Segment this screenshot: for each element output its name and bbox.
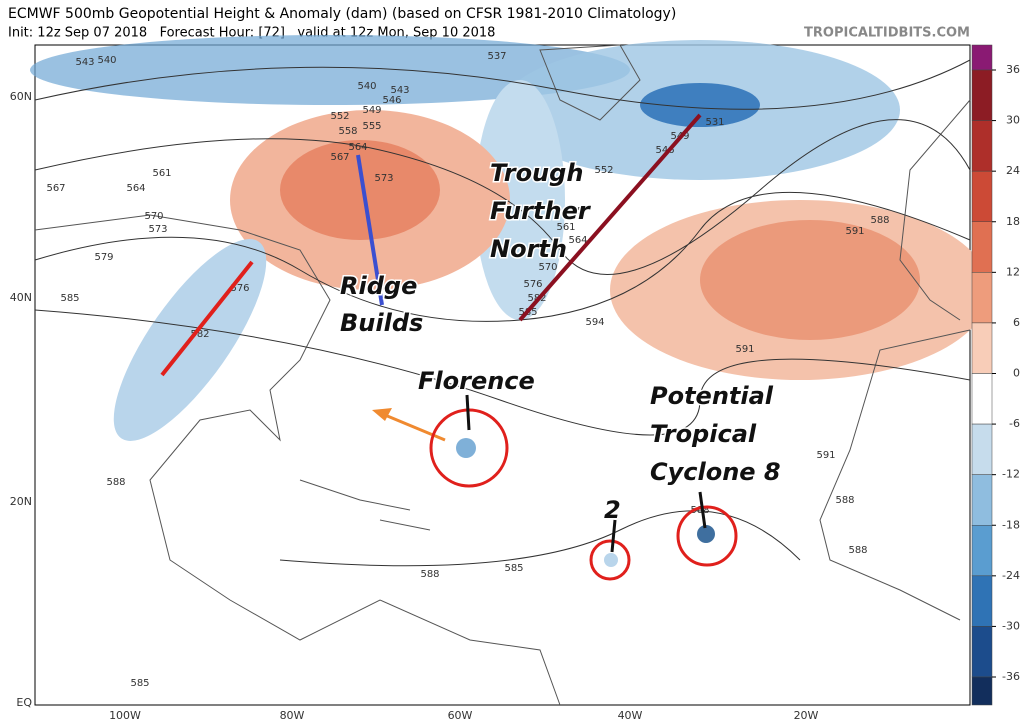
annotation: Builds bbox=[340, 309, 423, 337]
contour-label: 546 bbox=[382, 95, 401, 106]
contour-label: 576 bbox=[230, 283, 249, 294]
contour-label: 552 bbox=[330, 111, 349, 122]
annotation: Florence bbox=[418, 367, 535, 395]
contour-label: 549 bbox=[362, 105, 381, 116]
lat-label: 40N bbox=[10, 291, 32, 304]
contour-label: 573 bbox=[148, 224, 167, 235]
contour-label: 570 bbox=[538, 262, 557, 273]
lat-label: 60N bbox=[10, 90, 32, 103]
contour-label: 543 bbox=[75, 57, 94, 68]
contour-label: 546 bbox=[655, 145, 674, 156]
watermark: TROPICALTIDBITS.COM bbox=[804, 26, 970, 41]
contour-label: 570 bbox=[144, 211, 163, 222]
contour-label: 552 bbox=[594, 165, 613, 176]
lon-label: 40W bbox=[618, 709, 643, 722]
colorbar-band bbox=[971, 676, 993, 706]
annotation: North bbox=[490, 235, 567, 263]
contour-label: 540 bbox=[97, 55, 116, 66]
contour-label: 588 bbox=[848, 545, 867, 556]
lat-label: 20N bbox=[10, 495, 32, 508]
contour-label: 588 bbox=[106, 477, 125, 488]
colorbar-label: -30 bbox=[1002, 619, 1020, 632]
contour-label: 585 bbox=[504, 563, 523, 574]
contour-label: 540 bbox=[357, 81, 376, 92]
annotation: Tropical bbox=[650, 420, 757, 448]
colorbar-band bbox=[971, 423, 993, 475]
lon-label: 100W bbox=[109, 709, 141, 722]
annotation: Cyclone 8 bbox=[650, 458, 781, 486]
contour-label: 555 bbox=[362, 121, 381, 132]
colorbar-label: 0 bbox=[1013, 367, 1020, 380]
contour-label: 555 bbox=[564, 206, 583, 217]
contour-label: 585 bbox=[130, 678, 149, 689]
colorbar-band bbox=[971, 626, 993, 678]
colorbar-label: 24 bbox=[1006, 164, 1020, 177]
contour-label: 582 bbox=[190, 329, 209, 340]
colorbar-band bbox=[971, 69, 993, 121]
colorbar-band bbox=[971, 120, 993, 172]
contour-label: 567 bbox=[46, 183, 65, 194]
contour-label: 588 bbox=[420, 569, 439, 580]
contour-label: 537 bbox=[487, 51, 506, 62]
colorbar-label: 18 bbox=[1006, 215, 1020, 228]
colorbar-band bbox=[971, 272, 993, 324]
colorbar-label: -36 bbox=[1002, 670, 1020, 683]
annotation: 2 bbox=[604, 496, 621, 524]
colorbar-band bbox=[971, 322, 993, 374]
annotation: Trough bbox=[490, 159, 583, 187]
colorbar-label: -12 bbox=[1002, 468, 1020, 481]
lon-label: 20W bbox=[794, 709, 819, 722]
contour-label: 576 bbox=[523, 279, 542, 290]
contour-label: 591 bbox=[816, 450, 835, 461]
contour-label: 543 bbox=[390, 85, 409, 96]
colorbar-label: 12 bbox=[1006, 265, 1020, 278]
map bbox=[30, 35, 990, 706]
contour-label: 564 bbox=[126, 183, 145, 194]
contour-label: 579 bbox=[94, 252, 113, 263]
contour-label: 588 bbox=[870, 215, 889, 226]
contour-label: 588 bbox=[835, 495, 854, 506]
colorbar-band bbox=[971, 373, 993, 425]
contour-label: 564 bbox=[348, 142, 367, 153]
contour-label: 591 bbox=[735, 344, 754, 355]
colorbar-label: -24 bbox=[1002, 569, 1020, 582]
contour-label: 594 bbox=[585, 317, 604, 328]
colorbar-band bbox=[971, 170, 993, 223]
colorbar-label: 36 bbox=[1006, 63, 1020, 76]
title: ECMWF 500mb Geopotential Height & Anomal… bbox=[8, 6, 676, 22]
colorbar-label: -6 bbox=[1009, 417, 1020, 430]
colorbar-label: 6 bbox=[1013, 316, 1020, 329]
colorbar-label: -18 bbox=[1002, 518, 1020, 531]
colorbar-label: 30 bbox=[1006, 114, 1020, 127]
contour-label: 561 bbox=[556, 222, 575, 233]
contour-label: 591 bbox=[845, 226, 864, 237]
contour-label: 561 bbox=[152, 168, 171, 179]
contour-label: 585 bbox=[60, 293, 79, 304]
contour-label: 531 bbox=[705, 117, 724, 128]
contour-label: 558 bbox=[338, 126, 357, 137]
contour-label: 573 bbox=[374, 173, 393, 184]
annotation: Ridge bbox=[340, 272, 417, 300]
contour-label: 564 bbox=[568, 235, 587, 246]
contour-label: 588 bbox=[690, 505, 709, 516]
colorbar-band bbox=[971, 221, 993, 273]
lon-label: 60W bbox=[448, 709, 473, 722]
contour-label: 567 bbox=[330, 152, 349, 163]
annotation: Potential bbox=[650, 382, 774, 410]
colorbar-band bbox=[971, 525, 993, 577]
lat-label: EQ bbox=[16, 696, 32, 709]
annotation: Further bbox=[490, 197, 592, 225]
colorbar-band bbox=[971, 44, 993, 71]
colorbar-band bbox=[971, 575, 993, 627]
lon-label: 80W bbox=[280, 709, 305, 722]
colorbar-band bbox=[971, 474, 993, 526]
